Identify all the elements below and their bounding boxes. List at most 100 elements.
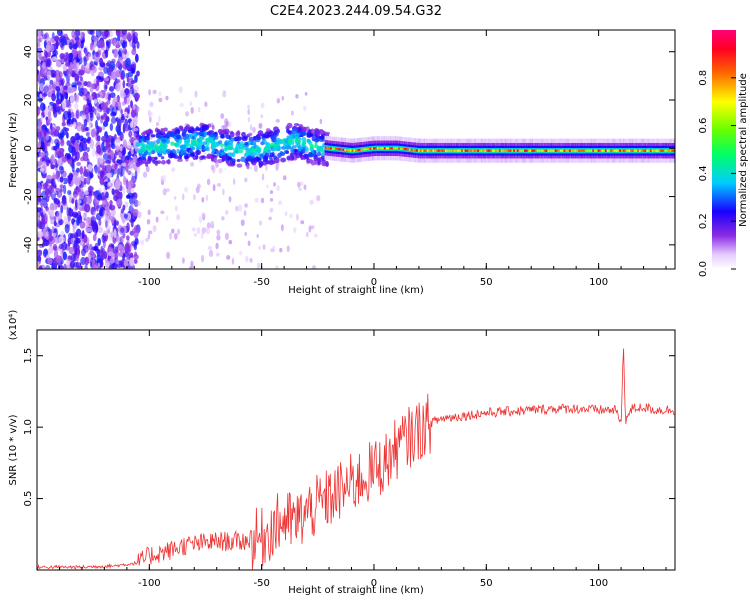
spectrogram-cell <box>110 111 117 118</box>
spectrogram-cell <box>502 149 505 152</box>
spectrogram-cell <box>376 147 379 150</box>
spectrogram-cell <box>83 56 87 67</box>
spectrogram-cell <box>308 129 312 133</box>
spectrogram-cell <box>39 167 45 172</box>
spectrogram-cell <box>203 124 210 131</box>
spectrogram-cell <box>205 194 209 202</box>
spectrogram-cell <box>507 149 510 152</box>
spectrogram-cell <box>185 111 189 117</box>
spectrogram-cell <box>208 130 215 134</box>
spectrogram-cell <box>421 149 424 152</box>
spectrogram-cell <box>261 133 268 138</box>
spectrogram-cell <box>441 149 444 152</box>
spectrogram-cell <box>176 158 183 163</box>
spectrogram-cell <box>162 174 166 183</box>
spectrogram-cell <box>254 150 261 157</box>
spectrogram-cell <box>559 149 562 152</box>
spectrogram-cell <box>310 225 315 230</box>
spectrogram-cell <box>306 133 311 138</box>
spectrogram-cell <box>120 72 124 80</box>
spectrogram-cell <box>119 91 126 99</box>
spectrogram-cell <box>121 113 125 119</box>
spectrogram-cell <box>229 131 235 138</box>
spectrogram-cell <box>77 177 82 185</box>
spectrogram-cell <box>191 146 196 151</box>
spectrogram-cell <box>260 102 265 109</box>
spectrogram-cell <box>76 167 80 173</box>
spectrogram-cell <box>450 149 453 152</box>
spectrogram-cell <box>302 140 307 145</box>
spectrogram-cell <box>105 191 109 199</box>
spectrogram-cell <box>216 252 220 257</box>
spectrogram-cell <box>307 139 312 144</box>
spectrogram-cell <box>108 247 114 253</box>
spectrogram-cell <box>116 198 123 208</box>
spectrogram-cell <box>37 30 42 38</box>
spectrogram-cell <box>282 175 287 181</box>
spectrogram-cell <box>76 185 81 193</box>
spectrogram-cell <box>295 151 301 156</box>
spectrogram-cell <box>91 147 96 158</box>
spectrogram-cell <box>65 264 72 269</box>
spectrogram-cell <box>184 126 190 130</box>
spectrogram-cell <box>97 262 101 267</box>
spectrogram-cell <box>99 170 105 178</box>
spectrogram-cell <box>75 261 80 269</box>
spectrogram-cell <box>67 85 73 96</box>
spectrogram-cell <box>228 196 232 203</box>
spectrogram-cell <box>224 131 229 137</box>
spectrogram-cell <box>269 207 274 213</box>
spectrogram-cell <box>567 149 569 152</box>
spectrogram-cell <box>147 233 151 240</box>
spectrogram-cell <box>210 164 215 171</box>
spectrogram-cell <box>113 48 119 59</box>
spectrogram-cell <box>105 220 108 228</box>
spectrogram-cell <box>664 149 667 152</box>
spectrogram-cell <box>58 153 64 158</box>
spectrogram-cell <box>173 131 180 135</box>
spectrogram-cell <box>108 181 111 187</box>
spectrogram-cell <box>280 157 287 163</box>
spectrogram-cell <box>298 187 302 191</box>
spectrogram-cell <box>203 150 207 156</box>
spectrogram-cell <box>77 50 82 60</box>
spectrogram-cell <box>513 149 516 152</box>
spectrogram-cell <box>108 264 114 269</box>
spectrogram-cell <box>269 248 275 253</box>
spectrogram-cell <box>581 149 584 152</box>
spectrogram-cell <box>89 82 94 93</box>
spectrogram-cell <box>457 149 460 152</box>
spectrogram-cell <box>59 166 63 171</box>
spectrogram-cell <box>261 137 266 142</box>
spectrogram-cell <box>89 95 93 101</box>
spectrogram-cell <box>134 74 138 83</box>
spectrogram-cell <box>160 175 164 183</box>
spectrogram-cell <box>400 147 402 150</box>
spectrogram-cell <box>280 224 284 232</box>
spectrogram-cell <box>448 149 451 152</box>
spectrogram-cell <box>484 149 487 152</box>
spectrogram-cell <box>75 110 79 119</box>
spectrogram-cell <box>261 173 265 181</box>
spectrogram-cell <box>68 65 73 73</box>
spectrogram-cell <box>165 95 169 101</box>
spectrogram-cell <box>256 234 259 238</box>
spectrogram-cell <box>394 147 397 150</box>
spectrogram-cell <box>135 161 141 168</box>
spectrogram-cell <box>169 232 173 240</box>
spectrogram-cell <box>231 257 235 265</box>
spectrogram-cell <box>183 139 190 145</box>
spectrogram-cell <box>657 149 659 152</box>
spectrogram-cell <box>95 119 98 129</box>
spectrogram-cell <box>244 232 248 237</box>
spectrogram-cell <box>269 190 274 195</box>
snr-series-line <box>37 348 675 570</box>
colorbar-tick-label: 0.6 <box>698 118 709 134</box>
spectrogram-cell <box>269 198 274 202</box>
spectrogram-cell <box>549 149 551 152</box>
spectrogram-cell <box>128 130 133 138</box>
spectrogram-cell <box>258 122 263 129</box>
spectrogram-cell <box>249 124 253 131</box>
spectrogram-cell <box>37 128 42 138</box>
spectrogram-cell <box>55 61 62 68</box>
